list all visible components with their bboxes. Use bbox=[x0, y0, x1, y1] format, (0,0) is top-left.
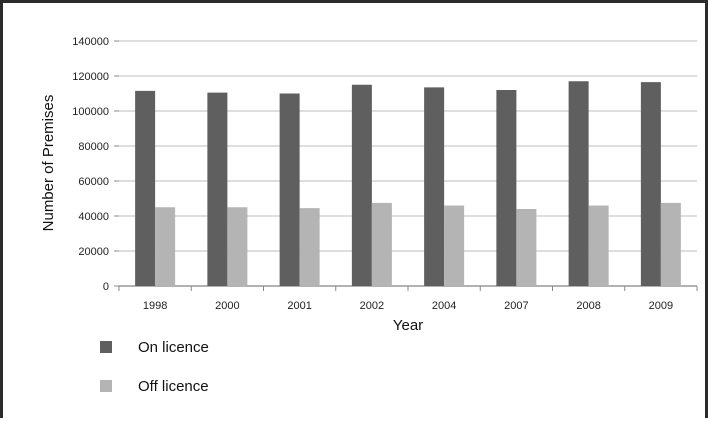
x-tick-label: 2001 bbox=[287, 300, 311, 312]
x-tick-labels: 1998 2000 2001 2002 2004 2007 2008 2009 bbox=[143, 300, 673, 312]
x-tick-label: 2002 bbox=[360, 300, 384, 312]
legend-label: Off licence bbox=[138, 378, 209, 395]
x-axis-title: Year bbox=[393, 317, 423, 334]
bars bbox=[135, 81, 681, 286]
y-tick-label: 60000 bbox=[78, 176, 109, 188]
bar-off-licence-2004 bbox=[444, 205, 465, 286]
bar-on-licence-2002 bbox=[351, 84, 372, 286]
x-tick-label: 2004 bbox=[432, 300, 456, 312]
x-tick-label: 2008 bbox=[576, 300, 600, 312]
y-tick-label: 100000 bbox=[72, 106, 109, 118]
bar-off-licence-2009 bbox=[660, 202, 681, 286]
bar-chart: 020000400006000080000100000120000140000 … bbox=[40, 36, 698, 395]
y-tick-label: 0 bbox=[103, 281, 109, 293]
y-tick-label: 40000 bbox=[78, 211, 109, 223]
bar-off-licence-2000 bbox=[227, 207, 248, 286]
y-tick-label: 20000 bbox=[78, 246, 109, 258]
bar-on-licence-2001 bbox=[279, 93, 300, 286]
y-tick-label: 120000 bbox=[72, 71, 109, 83]
bar-off-licence-2002 bbox=[371, 202, 392, 286]
legend: On licence Off licence bbox=[100, 339, 209, 395]
y-tick-label: 80000 bbox=[78, 141, 109, 153]
y-axis-title: Number of Premises bbox=[40, 95, 57, 232]
bar-off-licence-2001 bbox=[299, 208, 320, 286]
gridlines bbox=[114, 40, 698, 291]
x-tick-label: 2000 bbox=[215, 300, 239, 312]
y-tick-labels: 0 20000 40000 60000 80000 100000 120000 140000 bbox=[72, 36, 109, 293]
bar-on-licence-2007 bbox=[496, 90, 517, 286]
bar-on-licence-1998 bbox=[135, 90, 156, 286]
legend-swatch-off-licence bbox=[100, 380, 112, 392]
legend-label: On licence bbox=[138, 339, 209, 356]
bar-off-licence-2007 bbox=[516, 209, 537, 286]
bar-off-licence-2008 bbox=[588, 205, 609, 286]
bar-on-licence-2008 bbox=[568, 81, 589, 286]
x-tick-label: 1998 bbox=[143, 300, 167, 312]
y-tick-label: 140000 bbox=[72, 36, 109, 48]
x-tick-label: 2007 bbox=[504, 300, 528, 312]
legend-swatch-on-licence bbox=[100, 341, 112, 353]
bar-on-licence-2009 bbox=[640, 82, 661, 286]
x-tick-label: 2009 bbox=[649, 300, 673, 312]
bar-on-licence-2004 bbox=[424, 87, 445, 286]
bar-on-licence-2000 bbox=[207, 92, 228, 286]
bar-off-licence-1998 bbox=[155, 207, 176, 286]
